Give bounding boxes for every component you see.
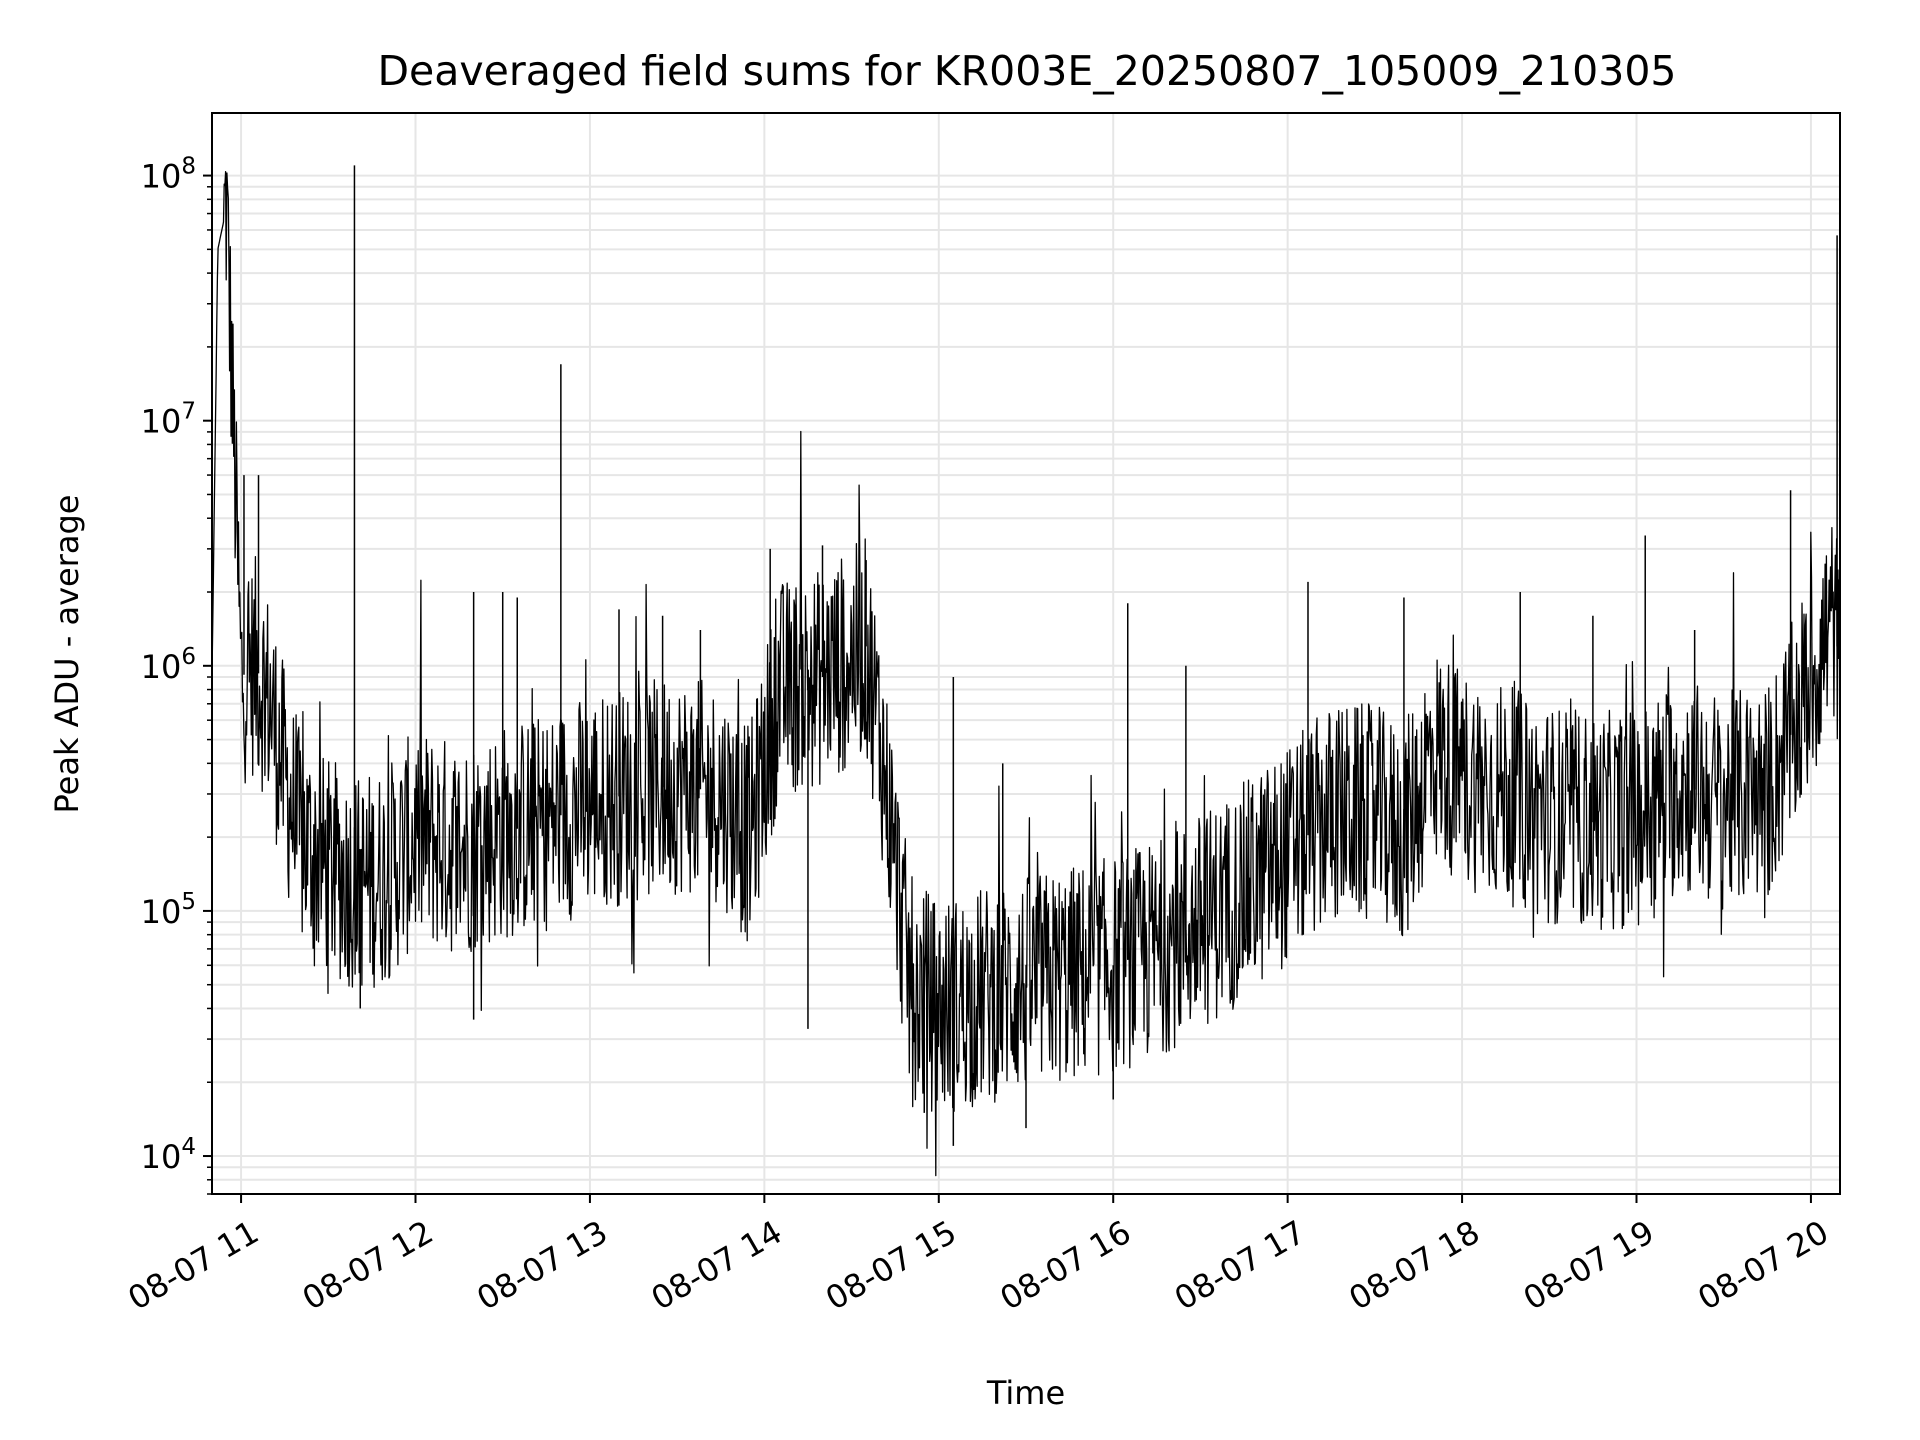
x-tick-label: 08-07 12 (296, 1213, 440, 1318)
x-axis: 08-07 11 08-07 12 08-07 13 08-07 14 08-07 15… (121, 1194, 1835, 1318)
x-tick-label: 08-07 17 (1168, 1213, 1312, 1318)
grid (212, 113, 1840, 1195)
y-tick-label: 107 (141, 399, 196, 441)
x-tick-label: 08-07 13 (470, 1213, 614, 1318)
y-tick-label: 106 (141, 644, 196, 686)
x-tick-label: 08-07 11 (121, 1213, 265, 1318)
plot-frame (211, 112, 1841, 1195)
y-axis-label: Peak ADU - average (48, 495, 86, 814)
x-tick-label: 08-07 14 (645, 1213, 789, 1318)
x-tick-label: 08-07 18 (1342, 1213, 1486, 1318)
x-tick-label: 08-07 20 (1691, 1213, 1835, 1318)
y-tick-label: 108 (141, 154, 196, 196)
chart-title: Deaveraged field sums for KR003E_2025080… (377, 47, 1676, 95)
series-line-group (211, 165, 1841, 1177)
series-line (211, 171, 1841, 1177)
y-tick-label: 105 (141, 889, 196, 931)
x-tick-label: 08-07 19 (1517, 1213, 1661, 1318)
x-tick-label: 08-07 15 (819, 1213, 963, 1318)
x-axis-label: Time (986, 1374, 1065, 1412)
x-tick-label: 08-07 16 (994, 1213, 1138, 1318)
y-axis: 104 105 106 107 108 (141, 154, 212, 1195)
y-tick-label: 104 (141, 1134, 196, 1176)
